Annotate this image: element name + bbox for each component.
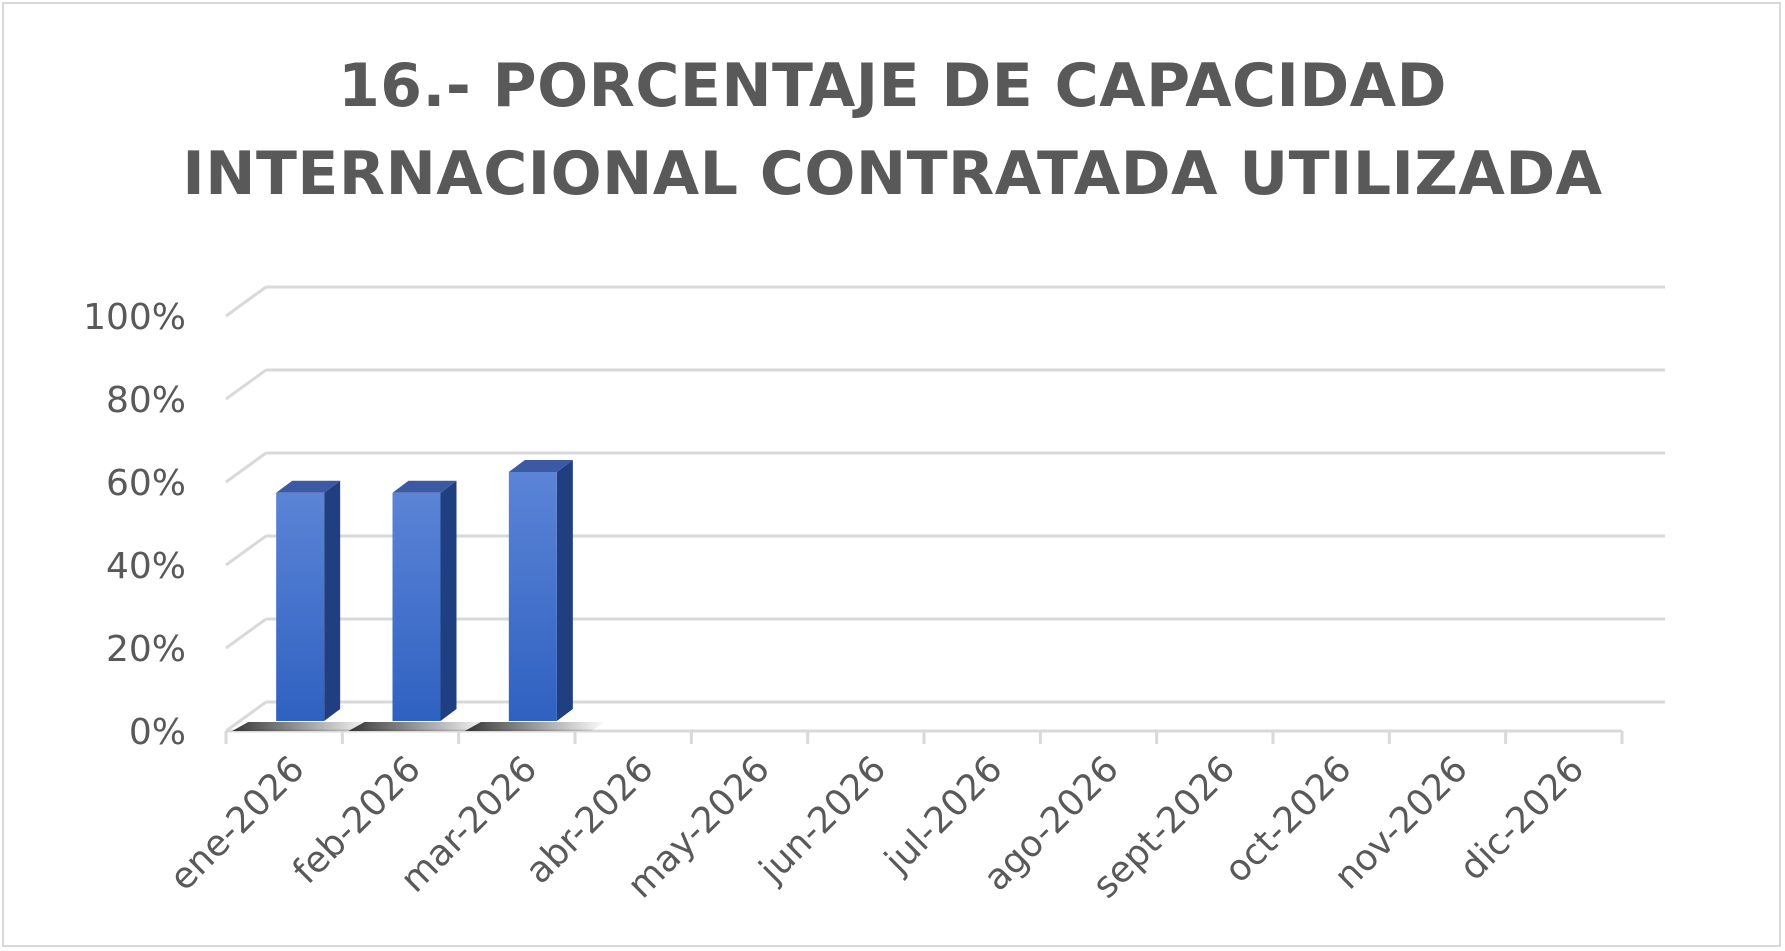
- chart-title-line-2: INTERNACIONAL CONTRATADA UTILIZADA: [182, 139, 1603, 209]
- gridline-connector-5: [225, 285, 267, 318]
- gridline-connector-2: [225, 534, 267, 567]
- y-tick-label: 100%: [83, 297, 186, 338]
- gridlines: [225, 285, 1665, 733]
- y-tick-label: 80%: [106, 380, 186, 421]
- y-tick-label: 20%: [106, 629, 186, 670]
- bar-ene-2026: [232, 480, 375, 731]
- chart-title: 16.- PORCENTAJE DE CAPACIDAD INTERNACION…: [0, 42, 1785, 218]
- bars: [232, 460, 607, 731]
- gridline-connector-4: [225, 368, 267, 401]
- gridline-connector-3: [225, 451, 267, 484]
- x-tick-label: ene-2026: [162, 748, 312, 898]
- x-axis-tick-labels: ene-2026feb-2026mar-2026abr-2026may-2026…: [162, 748, 1592, 906]
- y-tick-label: 40%: [106, 546, 186, 587]
- x-axis: [224, 729, 1624, 744]
- chart-title-line-1: 16.- PORCENTAJE DE CAPACIDAD: [338, 51, 1447, 121]
- y-axis-tick-labels: 0% 20% 40% 60% 80% 100%: [83, 297, 186, 753]
- bar-feb-2026: [348, 480, 491, 731]
- x-tick-label: dic-2026: [1452, 748, 1592, 888]
- y-tick-label: 60%: [106, 463, 186, 504]
- gridline-connector-0: [225, 700, 267, 733]
- x-tick-label: jun-2026: [751, 748, 894, 891]
- y-tick-label: 0%: [129, 712, 186, 753]
- gridline-connector-1: [225, 617, 267, 650]
- bar-mar-2026: [464, 460, 607, 731]
